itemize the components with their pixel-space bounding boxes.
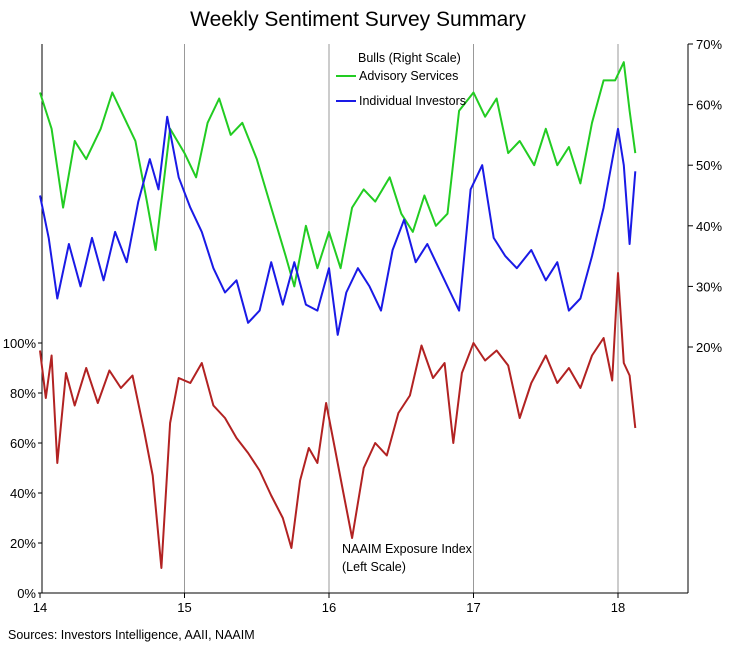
series-line-1	[39, 115, 637, 336]
legend-header: Bulls (Right Scale)	[358, 51, 461, 65]
right-tick-label: 40%	[696, 219, 722, 234]
right-tick-label: 30%	[696, 279, 722, 294]
right-tick-label: 50%	[696, 158, 722, 173]
vertical-gridlines	[184, 44, 619, 593]
x-tick-label: 17	[466, 600, 480, 615]
left-tick-label: 60%	[10, 436, 36, 451]
x-tick-label: 16	[322, 600, 336, 615]
legend: Bulls (Right Scale) Advisory Services In…	[336, 51, 466, 108]
left-axis: 0% 20% 40% 60% 80% 100%	[3, 336, 42, 601]
left-tick-label: 80%	[10, 386, 36, 401]
naaim-label-line2: (Left Scale)	[342, 560, 406, 574]
x-axis: 14 15 16 17 18	[33, 593, 625, 615]
legend-label-individual: Individual Investors	[359, 94, 466, 108]
legend-label-advisory: Advisory Services	[359, 69, 458, 83]
right-tick-label: 60%	[696, 98, 722, 113]
left-tick-label: 20%	[10, 536, 36, 551]
series-lines	[39, 61, 637, 569]
naaim-label-line1: NAAIM Exposure Index	[342, 542, 473, 556]
x-tick-label: 15	[177, 600, 191, 615]
x-tick-label: 18	[611, 600, 625, 615]
source-note: Sources: Investors Intelligence, AAII, N…	[8, 628, 255, 642]
left-tick-label: 40%	[10, 486, 36, 501]
right-axis: 20% 30% 40% 50% 60% 70%	[688, 37, 722, 355]
left-tick-label: 0%	[17, 586, 36, 601]
right-tick-label: 20%	[696, 340, 722, 355]
right-tick-label: 70%	[696, 37, 722, 52]
left-tick-label: 100%	[3, 336, 37, 351]
series-line-2	[39, 272, 637, 569]
chart-title: Weekly Sentiment Survey Summary	[190, 8, 526, 31]
series-line-0	[39, 61, 637, 288]
x-tick-label: 14	[33, 600, 47, 615]
